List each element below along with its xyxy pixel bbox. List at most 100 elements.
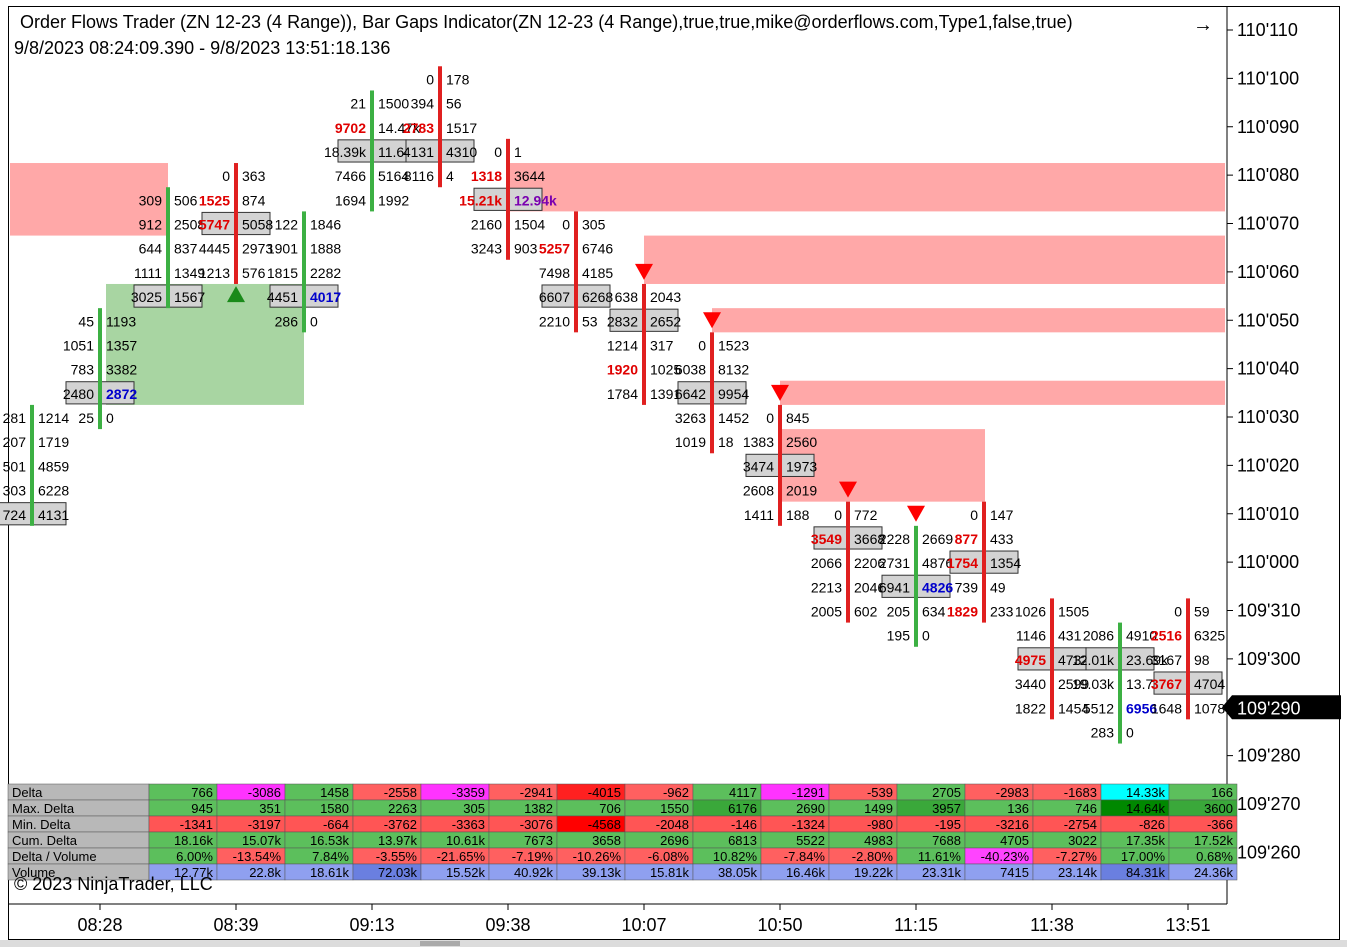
bar-body-up xyxy=(1118,622,1122,744)
ask-volume: 4859 xyxy=(38,458,69,474)
stats-cell-value: -40.23% xyxy=(981,849,1030,864)
ask-volume: 56 xyxy=(446,96,462,112)
ask-volume: 5058 xyxy=(242,217,273,233)
ask-volume: 1567 xyxy=(174,289,205,305)
bid-volume: 2005 xyxy=(811,604,842,620)
bid-volume: 3767 xyxy=(1151,676,1182,692)
bid-volume: 0 xyxy=(222,168,230,184)
bid-volume: 2783 xyxy=(403,120,434,136)
bid-volume: 2832 xyxy=(607,313,638,329)
stats-cell-value: 4705 xyxy=(1000,833,1029,848)
bid-volume: 1146 xyxy=(1016,628,1046,644)
ask-volume: 1846 xyxy=(310,217,341,233)
stats-cell-value: -3086 xyxy=(248,785,281,800)
stats-cell-value: -195 xyxy=(935,817,961,832)
stats-cell-value: 22.8k xyxy=(249,865,281,880)
ask-volume: 49 xyxy=(990,579,1006,595)
bar-body-down xyxy=(506,138,510,260)
stats-row-label: Delta / Volume xyxy=(12,849,97,864)
stats-cell-value: -1683 xyxy=(1064,785,1097,800)
y-tick-label: 110'030 xyxy=(1237,407,1299,427)
bid-volume: 2066 xyxy=(811,555,842,571)
bid-volume: 195 xyxy=(887,628,911,644)
bid-volume: 122 xyxy=(275,217,299,233)
bid-volume: 739 xyxy=(955,579,979,595)
bid-volume: 3243 xyxy=(471,241,502,257)
stats-cell-value: -4015 xyxy=(588,785,621,800)
bid-volume: 2210 xyxy=(539,313,570,329)
ask-volume: 14.47k xyxy=(378,120,421,136)
stats-cell-value: 706 xyxy=(599,801,621,816)
x-tick-label: 09:13 xyxy=(349,915,394,935)
stats-cell-value: 18.61k xyxy=(310,865,350,880)
stats-cell-value: 305 xyxy=(463,801,485,816)
ask-volume: 1357 xyxy=(106,337,137,353)
ask-volume: 0 xyxy=(1126,724,1134,740)
stats-cell-value: -146 xyxy=(731,817,757,832)
stats-cell-value: -539 xyxy=(867,785,893,800)
stats-cell-value: 17.52k xyxy=(1194,833,1234,848)
ask-volume: 2206 xyxy=(854,555,885,571)
bid-volume: 286 xyxy=(275,313,299,329)
stats-cell-value: 1550 xyxy=(660,801,689,816)
horizontal-scrollbar[interactable] xyxy=(0,940,1347,947)
date-range: 9/8/2023 08:24:09.390 - 9/8/2023 13:51:1… xyxy=(14,38,391,58)
ask-volume: 1025 xyxy=(650,362,681,378)
ask-volume: 233 xyxy=(990,604,1014,620)
stats-cell-value: 4983 xyxy=(864,833,893,848)
x-tick-label: 11:38 xyxy=(1030,915,1074,935)
bid-volume: 0 xyxy=(562,217,570,233)
stats-cell-value: 0.68% xyxy=(1196,849,1233,864)
bid-volume: 638 xyxy=(615,289,639,305)
ask-volume: 4826 xyxy=(922,579,953,595)
stats-cell-value: 16.53k xyxy=(310,833,350,848)
stats-cell-value: 10.82% xyxy=(713,849,758,864)
bid-volume: 724 xyxy=(3,507,27,523)
y-tick-label: 110'010 xyxy=(1237,504,1299,524)
ask-volume: 903 xyxy=(514,241,538,257)
bar-body-down xyxy=(1186,598,1190,720)
arrow-right-icon[interactable]: → xyxy=(1193,14,1213,36)
ask-volume: 433 xyxy=(990,531,1014,547)
ask-volume: 305 xyxy=(582,217,606,233)
ask-volume: 431 xyxy=(1058,628,1082,644)
ask-volume: 1391 xyxy=(650,386,681,402)
bar-body-down xyxy=(234,163,238,284)
stats-cell-value: -3076 xyxy=(520,817,553,832)
ask-volume: 0 xyxy=(922,628,930,644)
bid-volume: 6941 xyxy=(879,579,910,595)
bid-volume: 283 xyxy=(1091,724,1115,740)
ask-volume: 4017 xyxy=(310,289,341,305)
ask-volume: 9954 xyxy=(718,386,749,402)
ask-volume: 3382 xyxy=(106,362,137,378)
bar-body-down xyxy=(642,283,646,405)
ask-volume: 634 xyxy=(922,604,946,620)
bid-volume: 1051 xyxy=(63,337,94,353)
bid-volume: 21 xyxy=(350,96,366,112)
x-tick-label: 11:15 xyxy=(894,915,938,935)
stats-cell-value: -7.19% xyxy=(512,849,554,864)
ask-volume: 6228 xyxy=(38,483,69,499)
stats-cell-value: 12.77k xyxy=(174,865,214,880)
ask-volume: 2652 xyxy=(650,313,681,329)
bid-volume: 1784 xyxy=(607,386,638,402)
stats-cell-value: 2696 xyxy=(660,833,689,848)
ask-volume: 178 xyxy=(446,71,470,87)
stats-cell-value: -3197 xyxy=(248,817,281,832)
bar-body-down xyxy=(438,66,442,188)
bid-volume: 1318 xyxy=(471,168,502,184)
ask-volume: 1505 xyxy=(1058,604,1089,620)
bid-volume: 5747 xyxy=(199,217,230,233)
bid-volume: 0 xyxy=(1174,604,1182,620)
current-price-tag xyxy=(1222,695,1341,720)
ask-volume: 6268 xyxy=(582,289,613,305)
bid-volume: 2213 xyxy=(811,579,842,595)
stats-cell-value: 7.84% xyxy=(312,849,349,864)
scrollbar-thumb[interactable] xyxy=(420,941,460,946)
bar-body-up xyxy=(914,525,918,647)
bid-volume: 2086 xyxy=(1083,628,1114,644)
bid-volume: 0 xyxy=(766,410,774,426)
bid-volume: 2160 xyxy=(471,217,502,233)
stats-cell-value: -1341 xyxy=(180,817,213,832)
